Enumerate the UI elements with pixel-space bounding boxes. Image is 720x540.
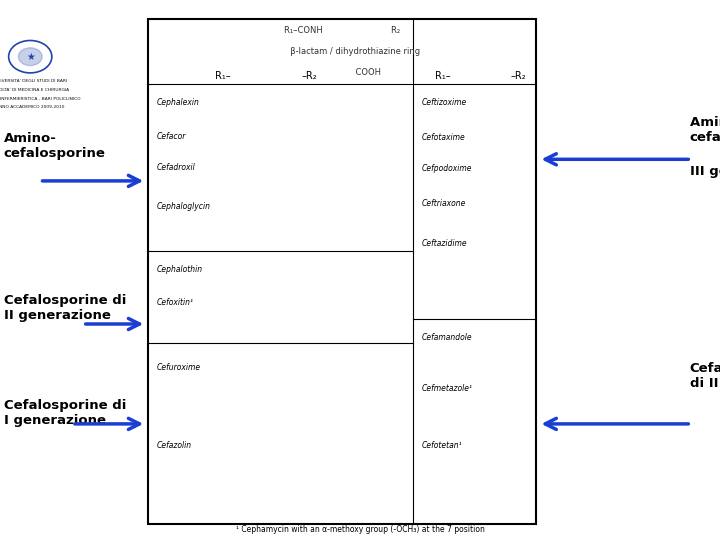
Text: Amino- tiazol-
cefalosporine: Amino- tiazol- cefalosporine — [690, 116, 720, 144]
Text: Ceftriaxone: Ceftriaxone — [422, 199, 467, 208]
Text: Ceftazidime: Ceftazidime — [422, 239, 467, 247]
FancyBboxPatch shape — [148, 19, 536, 524]
Text: Cefmetazole¹: Cefmetazole¹ — [422, 384, 473, 393]
Text: ¹ Cephamycin with an α-methoxy group (-OCH₃) at the 7 position: ¹ Cephamycin with an α-methoxy group (-O… — [235, 524, 485, 534]
Text: Cefalosporine di
I generazione: Cefalosporine di I generazione — [4, 399, 126, 427]
Text: Cefacor: Cefacor — [156, 132, 186, 140]
Text: R₁–: R₁– — [435, 71, 451, 80]
Text: Cefuroxime: Cefuroxime — [156, 363, 200, 372]
Circle shape — [19, 48, 42, 66]
Text: R₁–CONH                          R₂

          β-lactam / dihydrothiazine ring

: R₁–CONH R₂ β-lactam / dihydrothiazine ri… — [264, 26, 420, 77]
Text: Cefotaxime: Cefotaxime — [422, 133, 466, 142]
Text: Cephaloglycin: Cephaloglycin — [156, 202, 210, 211]
Text: C.D.L. IN INFERMIERISTICA - BARI POLICLINICO: C.D.L. IN INFERMIERISTICA - BARI POLICLI… — [0, 97, 81, 100]
Text: Cephalothin: Cephalothin — [156, 266, 202, 274]
Text: Cefazolin: Cefazolin — [156, 441, 192, 450]
Text: ★: ★ — [26, 52, 35, 62]
Text: Cefamandole: Cefamandole — [422, 333, 472, 342]
Text: Cefalosporine di
II generazione: Cefalosporine di II generazione — [4, 294, 126, 322]
Text: Cephalexin: Cephalexin — [156, 98, 199, 107]
Text: –R₂: –R₂ — [302, 71, 318, 80]
Text: Cefoxitin¹: Cefoxitin¹ — [156, 298, 193, 307]
Text: –R₂: –R₂ — [510, 71, 526, 80]
Text: FACOLTA' DI MEDICINA E CHIRURGIA: FACOLTA' DI MEDICINA E CHIRURGIA — [0, 88, 69, 92]
Text: Cefpodoxime: Cefpodoxime — [422, 164, 472, 173]
Text: Ceftizoxime: Ceftizoxime — [422, 98, 467, 107]
Text: Amino-
cefalosporine: Amino- cefalosporine — [4, 132, 105, 160]
Text: Cefadroxil: Cefadroxil — [156, 163, 195, 172]
Text: Cefalosporine
di II generazione: Cefalosporine di II generazione — [690, 362, 720, 390]
Text: Cefotetan¹: Cefotetan¹ — [422, 441, 462, 450]
Text: III generazione: III generazione — [690, 165, 720, 178]
Text: ANNO ACCADEMICO 2009-2010: ANNO ACCADEMICO 2009-2010 — [0, 105, 65, 109]
Text: UNIVERSITA' DEGLI STUDI DI BARI: UNIVERSITA' DEGLI STUDI DI BARI — [0, 79, 67, 83]
Text: R₁–: R₁– — [215, 71, 231, 80]
